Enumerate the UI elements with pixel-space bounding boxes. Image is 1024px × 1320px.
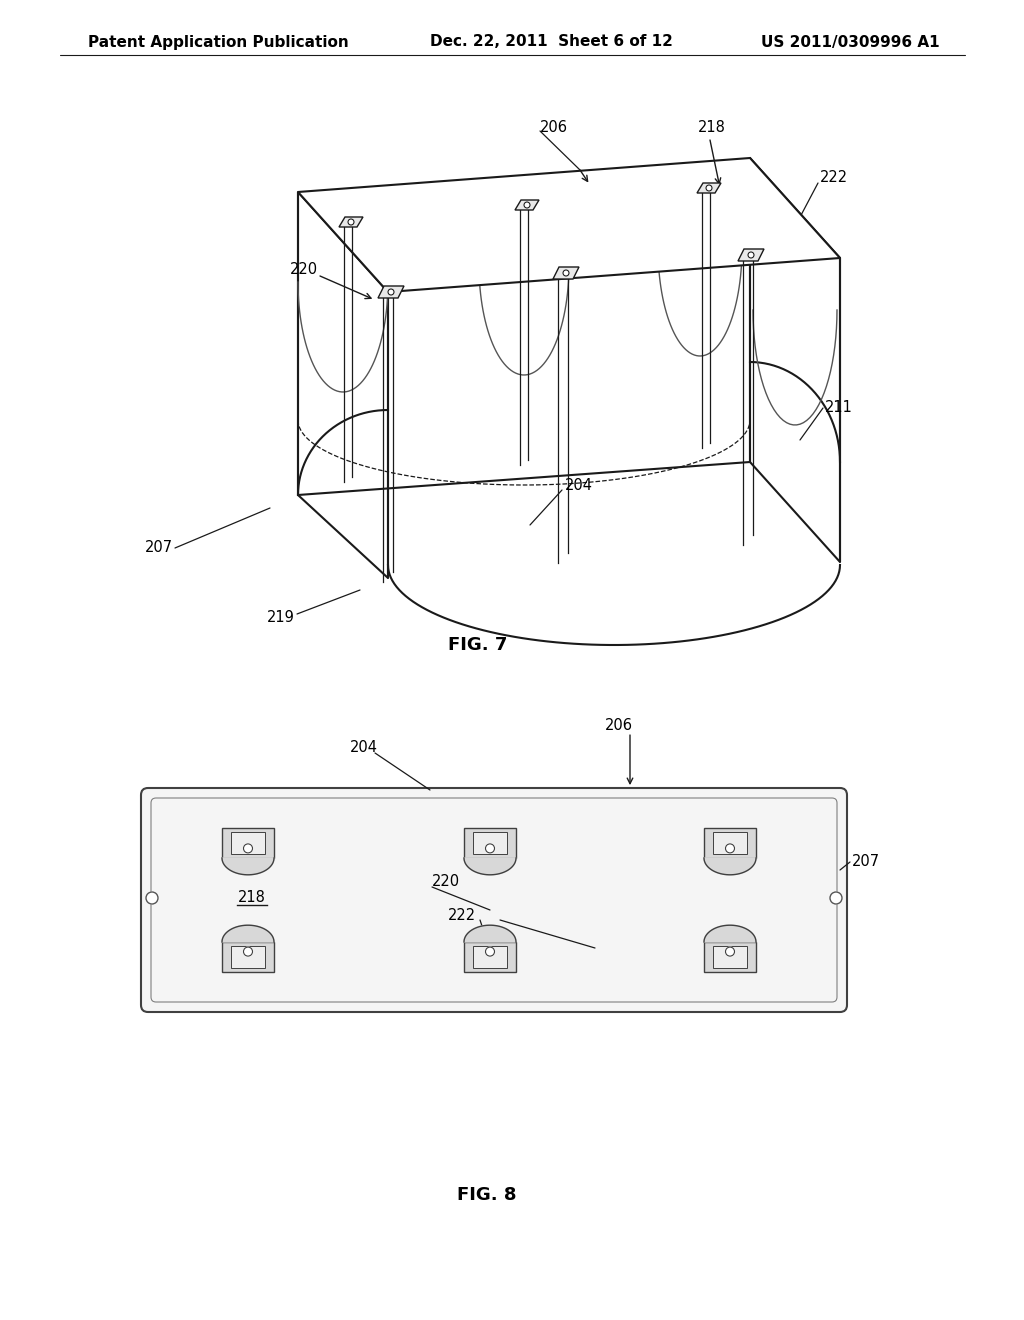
Circle shape — [485, 843, 495, 853]
Text: 211: 211 — [825, 400, 853, 416]
Circle shape — [485, 948, 495, 956]
Polygon shape — [298, 191, 388, 578]
Bar — [713, 832, 746, 854]
Text: US 2011/0309996 A1: US 2011/0309996 A1 — [762, 34, 940, 49]
Polygon shape — [750, 158, 840, 562]
Bar — [705, 942, 756, 972]
Text: 206: 206 — [540, 120, 568, 135]
Text: 218: 218 — [698, 120, 726, 135]
Text: 220: 220 — [290, 263, 318, 277]
Bar — [231, 945, 265, 969]
Circle shape — [725, 843, 734, 853]
Polygon shape — [222, 925, 274, 942]
Text: Patent Application Publication: Patent Application Publication — [88, 34, 349, 49]
Circle shape — [725, 948, 734, 956]
Circle shape — [830, 892, 842, 904]
Circle shape — [524, 202, 530, 209]
Circle shape — [748, 252, 754, 257]
Polygon shape — [378, 286, 404, 298]
Polygon shape — [515, 201, 539, 210]
Text: FIG. 8: FIG. 8 — [458, 1185, 517, 1204]
Polygon shape — [705, 925, 756, 942]
FancyBboxPatch shape — [141, 788, 847, 1012]
Bar — [222, 942, 274, 972]
Text: 204: 204 — [565, 478, 593, 492]
Text: 222: 222 — [820, 170, 848, 186]
Text: 220: 220 — [432, 874, 460, 890]
Bar — [473, 832, 507, 854]
Text: 218: 218 — [238, 891, 266, 906]
Circle shape — [244, 948, 253, 956]
Bar — [464, 828, 516, 858]
Bar — [231, 832, 265, 854]
Text: 222: 222 — [449, 908, 476, 923]
Polygon shape — [553, 267, 579, 279]
Text: Dec. 22, 2011  Sheet 6 of 12: Dec. 22, 2011 Sheet 6 of 12 — [430, 34, 673, 49]
Polygon shape — [697, 183, 721, 193]
Circle shape — [706, 185, 712, 191]
Circle shape — [146, 892, 158, 904]
Text: 207: 207 — [144, 540, 173, 556]
Bar — [713, 945, 746, 969]
Circle shape — [244, 843, 253, 853]
Text: 219: 219 — [267, 610, 295, 626]
Polygon shape — [464, 925, 516, 942]
Bar — [222, 828, 274, 858]
Polygon shape — [464, 858, 516, 875]
Polygon shape — [222, 858, 274, 875]
Text: 206: 206 — [605, 718, 633, 733]
Bar — [464, 942, 516, 972]
Circle shape — [388, 289, 394, 294]
Polygon shape — [298, 158, 840, 292]
Polygon shape — [738, 249, 764, 261]
Text: 204: 204 — [350, 741, 378, 755]
Bar — [473, 945, 507, 969]
Text: 207: 207 — [852, 854, 880, 870]
Circle shape — [563, 271, 569, 276]
Text: FIG. 7: FIG. 7 — [449, 636, 508, 653]
Circle shape — [348, 219, 354, 224]
Polygon shape — [705, 858, 756, 875]
Bar — [705, 828, 756, 858]
Polygon shape — [339, 216, 362, 227]
